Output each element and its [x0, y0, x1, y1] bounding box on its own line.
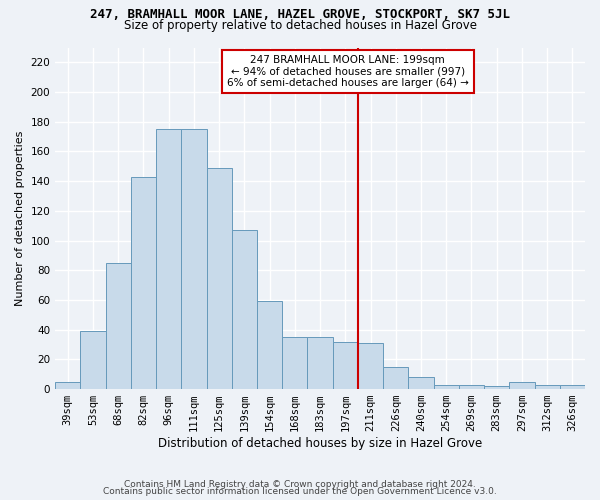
- Bar: [535, 384, 560, 389]
- Y-axis label: Number of detached properties: Number of detached properties: [15, 130, 25, 306]
- Bar: [206, 168, 232, 389]
- Bar: [156, 129, 181, 389]
- Bar: [282, 337, 307, 389]
- Bar: [484, 386, 509, 389]
- Text: 247 BRAMHALL MOOR LANE: 199sqm
← 94% of detached houses are smaller (997)
6% of : 247 BRAMHALL MOOR LANE: 199sqm ← 94% of …: [227, 55, 469, 88]
- Bar: [55, 382, 80, 389]
- Bar: [459, 384, 484, 389]
- Text: Contains public sector information licensed under the Open Government Licence v3: Contains public sector information licen…: [103, 487, 497, 496]
- Bar: [560, 384, 585, 389]
- Bar: [383, 367, 409, 389]
- Bar: [80, 331, 106, 389]
- Text: Size of property relative to detached houses in Hazel Grove: Size of property relative to detached ho…: [124, 18, 476, 32]
- Bar: [181, 129, 206, 389]
- X-axis label: Distribution of detached houses by size in Hazel Grove: Distribution of detached houses by size …: [158, 437, 482, 450]
- Bar: [232, 230, 257, 389]
- Bar: [257, 302, 282, 389]
- Bar: [307, 337, 332, 389]
- Text: 247, BRAMHALL MOOR LANE, HAZEL GROVE, STOCKPORT, SK7 5JL: 247, BRAMHALL MOOR LANE, HAZEL GROVE, ST…: [90, 8, 510, 20]
- Bar: [106, 263, 131, 389]
- Bar: [332, 342, 358, 389]
- Bar: [131, 176, 156, 389]
- Bar: [358, 343, 383, 389]
- Text: Contains HM Land Registry data © Crown copyright and database right 2024.: Contains HM Land Registry data © Crown c…: [124, 480, 476, 489]
- Bar: [409, 377, 434, 389]
- Bar: [509, 382, 535, 389]
- Bar: [434, 384, 459, 389]
